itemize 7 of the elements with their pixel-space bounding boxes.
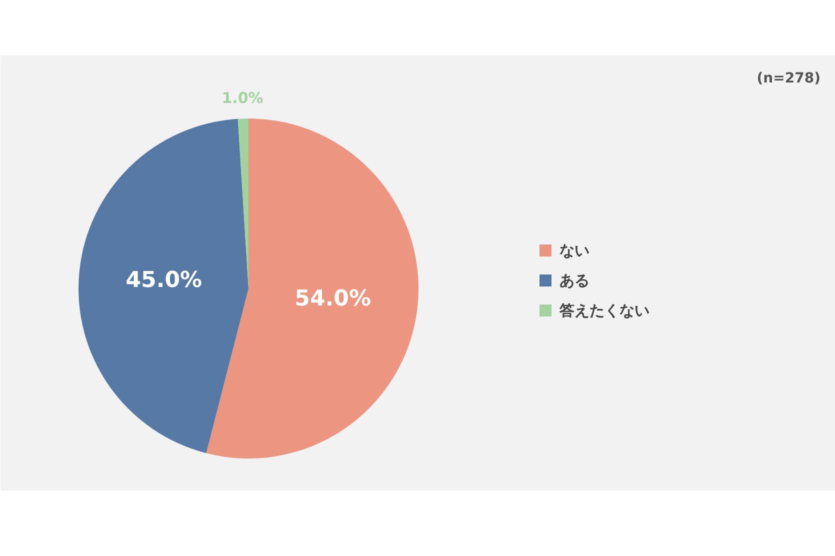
legend-label: ない bbox=[560, 242, 590, 260]
legend-label: ある bbox=[560, 272, 590, 290]
legend-label: 答えたくない bbox=[558, 302, 650, 320]
data-label: 1.0% bbox=[222, 89, 264, 108]
text: (n=278) bbox=[756, 70, 820, 86]
data-label: 54.0% bbox=[294, 286, 371, 312]
data-label: 45.0% bbox=[126, 268, 202, 293]
